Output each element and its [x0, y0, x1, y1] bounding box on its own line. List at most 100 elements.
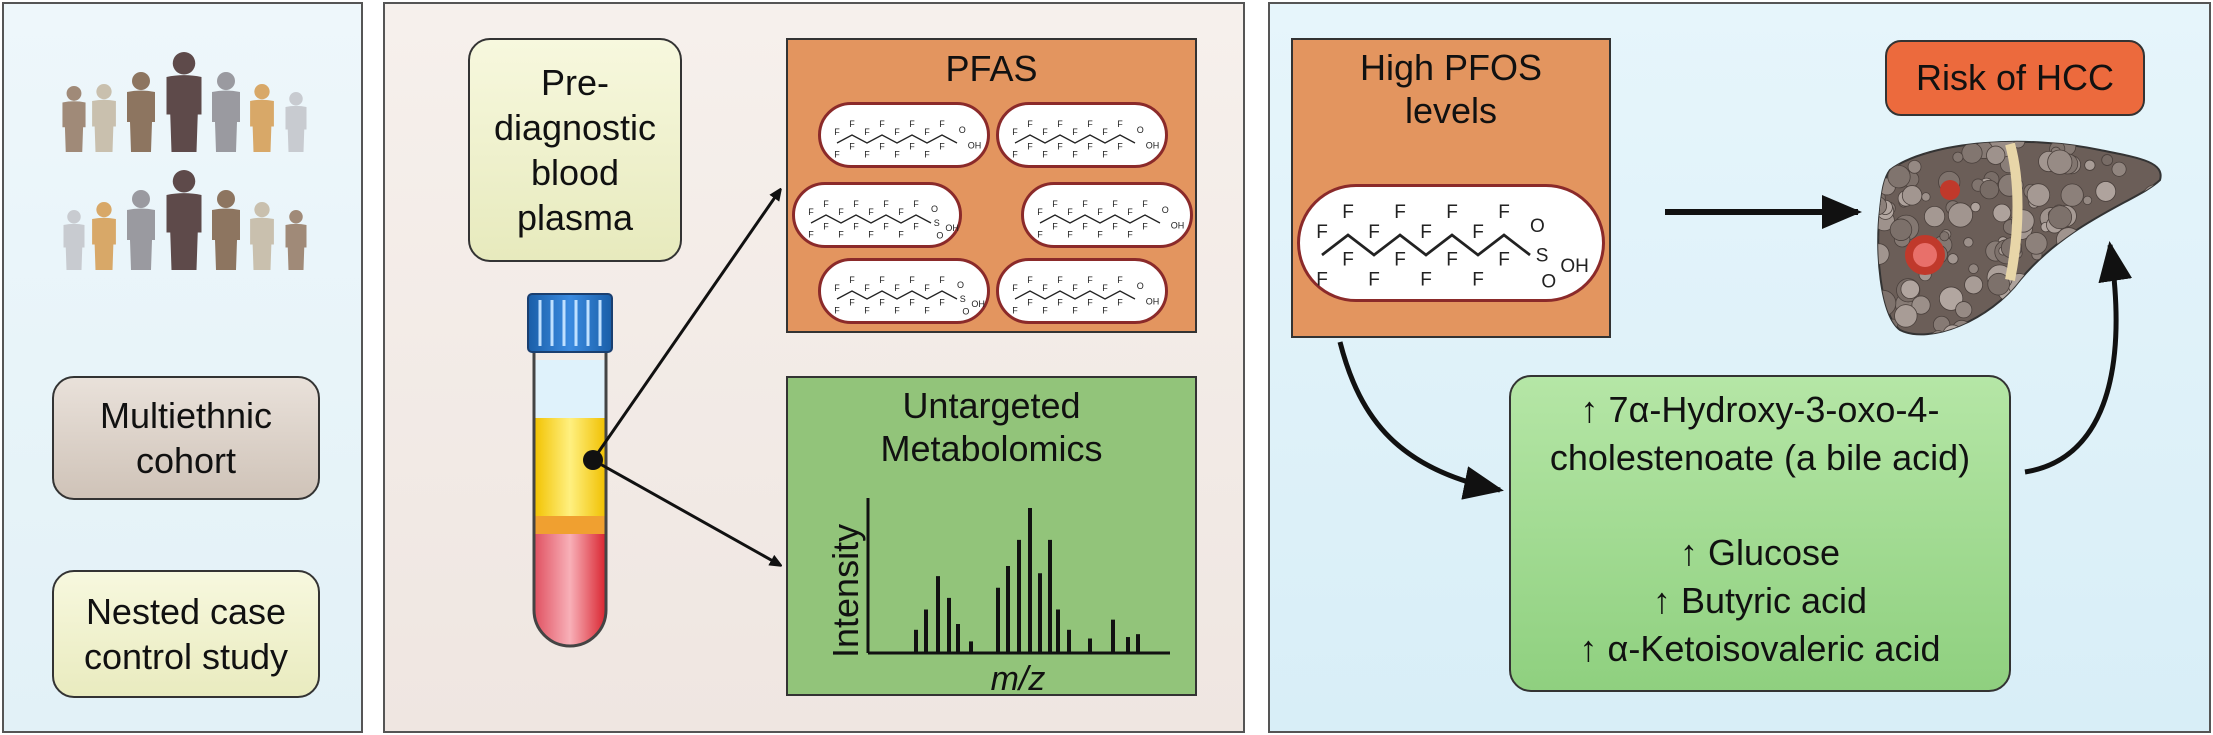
svg-text:F: F	[894, 149, 900, 159]
svg-text:F: F	[864, 149, 870, 159]
cohort-label: Multiethnic cohort	[99, 395, 273, 481]
svg-text:F: F	[1142, 199, 1148, 209]
svg-text:F: F	[1342, 249, 1354, 270]
svg-text:F: F	[924, 283, 930, 293]
svg-text:F: F	[834, 149, 840, 159]
svg-text:O: O	[1162, 205, 1169, 215]
svg-text:F: F	[939, 141, 945, 151]
svg-text:F: F	[1498, 249, 1510, 270]
person-icon	[250, 202, 274, 270]
svg-text:F: F	[868, 229, 874, 239]
svg-text:F: F	[1037, 229, 1043, 239]
svg-text:F: F	[939, 275, 945, 285]
svg-text:F: F	[1057, 141, 1063, 151]
svg-text:F: F	[1087, 275, 1093, 285]
svg-text:F: F	[913, 221, 919, 231]
pfas-molecule: F F F F F F F F F F F F F F F F O OH	[818, 102, 990, 168]
svg-text:F: F	[879, 119, 885, 129]
svg-text:F: F	[924, 127, 930, 137]
svg-text:F: F	[939, 297, 945, 307]
svg-text:F: F	[1316, 222, 1328, 243]
svg-text:F: F	[853, 199, 859, 209]
plasma-sample-dot	[583, 450, 603, 470]
svg-text:F: F	[834, 305, 840, 315]
svg-text:F: F	[838, 207, 844, 217]
svg-text:F: F	[1087, 141, 1093, 151]
svg-text:F: F	[1027, 297, 1033, 307]
svg-text:OH: OH	[1146, 140, 1160, 150]
svg-text:S: S	[934, 218, 940, 228]
svg-text:F: F	[823, 199, 829, 209]
cohort-panel: Multiethnic cohort Nested case control s…	[2, 2, 363, 733]
svg-text:F: F	[1052, 221, 1058, 231]
svg-text:F: F	[1057, 275, 1063, 285]
svg-text:F: F	[1072, 283, 1078, 293]
svg-text:F: F	[1117, 119, 1123, 129]
svg-text:F: F	[849, 141, 855, 151]
person-icon	[92, 202, 116, 270]
svg-text:F: F	[913, 199, 919, 209]
person-icon	[166, 52, 202, 152]
nested-case-control-box: Nested case control study	[52, 570, 320, 698]
svg-text:F: F	[1142, 221, 1148, 231]
svg-text:F: F	[1057, 297, 1063, 307]
bile-acid-line-1: ↑ 7α-Hydroxy-3-oxo-4-	[1580, 389, 1940, 430]
svg-text:F: F	[894, 305, 900, 315]
svg-text:F: F	[1498, 202, 1510, 223]
svg-text:F: F	[1102, 305, 1108, 315]
spectrum-xlabel: m/z	[991, 660, 1046, 698]
svg-text:F: F	[894, 127, 900, 137]
pfas-molecule: F F F F F F F F F F F F F F F F O OH	[996, 102, 1168, 168]
svg-text:F: F	[909, 297, 915, 307]
svg-text:F: F	[879, 275, 885, 285]
svg-text:OH: OH	[971, 299, 985, 309]
arrow-metabolites-to-hcc	[2024, 241, 2133, 475]
svg-text:F: F	[1082, 199, 1088, 209]
svg-text:F: F	[1127, 229, 1133, 239]
svg-text:F: F	[1117, 275, 1123, 285]
svg-text:O: O	[962, 306, 969, 316]
svg-text:F: F	[868, 207, 874, 217]
svg-text:OH: OH	[1560, 256, 1589, 277]
untargeted-metabolomics-box: Untargeted Metabolomics Intensity m/z	[786, 376, 1197, 698]
pfas-molecule: F F F F F F F F F F F F F F F F S O O OH	[792, 182, 962, 248]
person-icon	[166, 170, 202, 270]
svg-text:F: F	[1027, 275, 1033, 285]
person-icon	[62, 86, 86, 152]
svg-text:F: F	[1072, 305, 1078, 315]
svg-text:F: F	[864, 127, 870, 137]
svg-text:F: F	[1012, 149, 1018, 159]
svg-text:F: F	[1420, 222, 1432, 243]
svg-text:F: F	[1042, 149, 1048, 159]
svg-text:F: F	[1087, 297, 1093, 307]
svg-text:F: F	[883, 199, 889, 209]
svg-text:OH: OH	[1146, 296, 1160, 306]
mass-spectrum: Intensity m/z	[825, 498, 1170, 698]
person-icon	[63, 210, 85, 270]
svg-text:O: O	[957, 280, 964, 290]
svg-text:F: F	[864, 283, 870, 293]
svg-text:F: F	[1342, 202, 1354, 223]
svg-text:F: F	[879, 141, 885, 151]
person-icon	[285, 210, 307, 270]
blood-tube-icon	[527, 293, 613, 648]
person-icon	[250, 84, 274, 152]
population-icon	[62, 52, 307, 270]
svg-text:O: O	[936, 230, 943, 240]
svg-text:F: F	[1097, 207, 1103, 217]
svg-text:F: F	[1472, 269, 1484, 290]
blood-plasma-box: Pre-diagnostic blood plasma	[468, 38, 682, 262]
svg-text:F: F	[939, 119, 945, 129]
svg-text:F: F	[1127, 207, 1133, 217]
svg-text:F: F	[808, 207, 814, 217]
pfos-title: High PFOS levels	[1359, 47, 1543, 132]
svg-text:F: F	[909, 141, 915, 151]
svg-text:F: F	[1446, 249, 1458, 270]
svg-text:F: F	[1097, 229, 1103, 239]
svg-text:OH: OH	[968, 140, 982, 150]
metabolite-ketoisovaleric-acid: ↑ α-Ketoisovaleric acid	[1579, 628, 1941, 669]
svg-text:F: F	[834, 127, 840, 137]
